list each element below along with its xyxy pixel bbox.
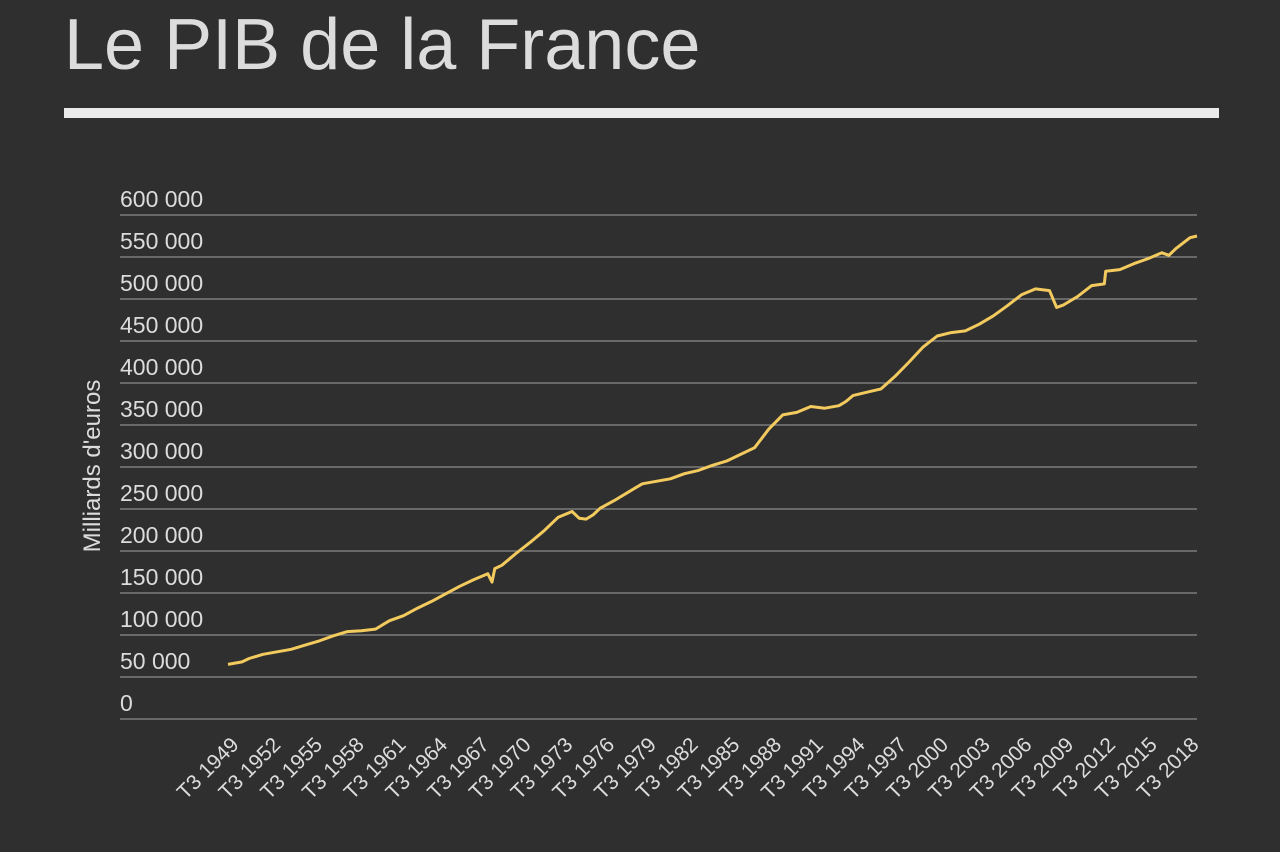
y-tick-label: 450 000 bbox=[120, 312, 203, 338]
chart-title: Le PIB de la France bbox=[64, 5, 701, 85]
title-underline bbox=[64, 108, 1219, 118]
y-tick-label: 500 000 bbox=[120, 270, 203, 296]
y-tick-label: 600 000 bbox=[120, 186, 203, 212]
y-tick-label: 200 000 bbox=[120, 522, 203, 548]
series-line bbox=[227, 234, 1198, 666]
series-group bbox=[227, 234, 1198, 666]
grid-lines bbox=[120, 214, 1197, 720]
y-tick-label: 550 000 bbox=[120, 228, 203, 254]
y-axis-ticks: 0 50 000 100 000 150 000 200 000 250 000 300 0… bbox=[120, 186, 203, 716]
y-tick-label: 400 000 bbox=[120, 354, 203, 380]
y-tick-label: 50 000 bbox=[120, 648, 190, 674]
y-tick-label: 300 000 bbox=[120, 438, 203, 464]
y-tick-label: 0 bbox=[120, 690, 133, 716]
y-tick-label: 250 000 bbox=[120, 480, 203, 506]
y-axis-label: Milliards d'euros bbox=[79, 380, 106, 553]
y-tick-label: 150 000 bbox=[120, 564, 203, 590]
y-tick-label: 100 000 bbox=[120, 606, 203, 632]
y-tick-label: 350 000 bbox=[120, 396, 203, 422]
